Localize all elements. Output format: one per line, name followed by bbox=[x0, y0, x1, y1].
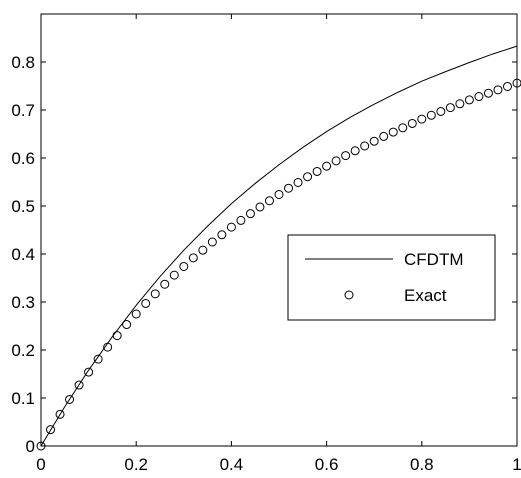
data-point-exact bbox=[84, 367, 94, 377]
data-point-exact bbox=[493, 85, 503, 95]
legend: CFDTM Exact bbox=[287, 234, 496, 321]
data-point-exact bbox=[255, 202, 265, 212]
data-point-exact bbox=[369, 136, 379, 146]
data-point-exact bbox=[426, 110, 436, 120]
data-point-exact bbox=[179, 261, 189, 271]
data-point-exact bbox=[445, 103, 455, 113]
axis-ticks bbox=[40, 14, 518, 447]
data-point-exact bbox=[303, 172, 313, 182]
data-point-exact bbox=[150, 289, 160, 299]
data-point-exact bbox=[293, 177, 303, 187]
data-point-exact bbox=[112, 331, 122, 341]
data-point-exact bbox=[198, 245, 208, 255]
x-tick-label: 0.8 bbox=[410, 455, 434, 474]
data-point-exact bbox=[388, 127, 398, 137]
y-tick-label: 0.1 bbox=[11, 389, 35, 408]
y-tick-label: 0.8 bbox=[11, 53, 35, 72]
data-point-exact bbox=[274, 189, 284, 199]
data-point-exact bbox=[417, 114, 427, 124]
data-point-exact bbox=[407, 118, 417, 128]
data-point-exact bbox=[188, 253, 198, 263]
y-axis-tick-labels: 0 0.1 0.2 0.3 0.4 0.5 0.6 0.7 0.8 bbox=[11, 53, 35, 456]
data-point-exact bbox=[103, 342, 113, 352]
data-point-exact bbox=[74, 380, 84, 390]
data-point-exact bbox=[226, 222, 236, 232]
data-point-exact bbox=[512, 78, 521, 88]
data-point-exact bbox=[55, 409, 65, 419]
x-tick-label: 1 bbox=[512, 455, 521, 474]
y-tick-label: 0.3 bbox=[11, 293, 35, 312]
data-point-exact bbox=[36, 441, 46, 451]
legend-box bbox=[287, 234, 496, 321]
data-point-exact bbox=[464, 95, 474, 105]
y-tick-label: 0.5 bbox=[11, 197, 35, 216]
y-tick-label: 0.7 bbox=[11, 101, 35, 120]
legend-label-cfdtm: CFDTM bbox=[404, 250, 463, 269]
data-point-exact bbox=[341, 151, 351, 161]
data-point-exact bbox=[322, 161, 332, 171]
data-point-exact bbox=[245, 209, 255, 219]
data-point-exact bbox=[122, 320, 132, 330]
data-point-exact bbox=[502, 81, 512, 91]
data-point-exact bbox=[350, 146, 360, 156]
y-tick-label: 0.6 bbox=[11, 149, 35, 168]
data-point-exact bbox=[46, 425, 56, 435]
y-tick-label: 0 bbox=[26, 437, 35, 456]
x-axis-tick-labels: 0 0.2 0.4 0.6 0.8 1 bbox=[36, 455, 521, 474]
y-tick-label: 0.4 bbox=[11, 245, 35, 264]
data-point-exact bbox=[169, 270, 179, 280]
data-point-exact bbox=[217, 230, 227, 240]
data-point-exact bbox=[141, 298, 151, 308]
legend-marker-sample bbox=[344, 290, 354, 300]
data-point-exact bbox=[455, 99, 465, 109]
data-point-exact bbox=[398, 123, 408, 133]
data-point-exact bbox=[131, 309, 141, 319]
data-point-exact bbox=[236, 215, 246, 225]
data-point-exact bbox=[160, 279, 170, 289]
x-tick-label: 0.4 bbox=[220, 455, 244, 474]
series-line-cfdtm bbox=[40, 45, 518, 447]
legend-label-exact: Exact bbox=[404, 286, 447, 305]
y-tick-label: 0.2 bbox=[11, 341, 35, 360]
data-point-exact bbox=[379, 131, 389, 141]
plot-area bbox=[40, 13, 518, 447]
data-point-exact bbox=[284, 183, 294, 193]
data-point-exact bbox=[207, 237, 217, 247]
data-point-exact bbox=[65, 394, 75, 404]
data-point-exact bbox=[93, 354, 103, 364]
series-layer bbox=[36, 45, 521, 451]
x-tick-label: 0.2 bbox=[124, 455, 148, 474]
data-point-exact bbox=[474, 92, 484, 102]
data-point-exact bbox=[331, 156, 341, 166]
data-point-exact bbox=[312, 166, 322, 176]
data-point-exact bbox=[436, 106, 446, 116]
data-point-exact bbox=[264, 196, 274, 206]
data-point-exact bbox=[483, 88, 493, 98]
x-tick-label: 0 bbox=[36, 455, 45, 474]
x-tick-label: 0.6 bbox=[315, 455, 339, 474]
data-point-exact bbox=[360, 141, 370, 151]
